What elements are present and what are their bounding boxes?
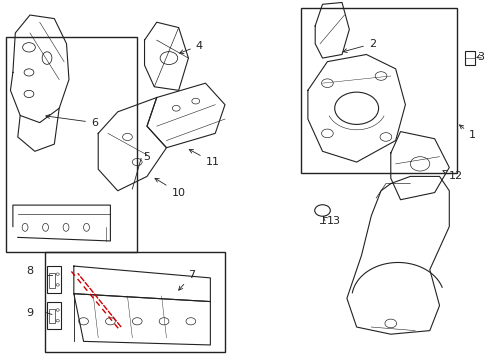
Text: 3: 3 [476, 52, 483, 62]
Bar [5, 37, 137, 252]
Bar [49, 309, 55, 323]
Text: 5: 5 [143, 152, 150, 162]
Bar [49, 273, 55, 288]
Text: 7: 7 [178, 270, 195, 290]
Text: 4: 4 [179, 41, 203, 54]
Bar [47, 266, 61, 293]
Bar [44, 252, 224, 352]
Text: 8: 8 [26, 266, 34, 276]
Text: 11: 11 [189, 149, 219, 167]
Bar [47, 302, 61, 329]
Text: 10: 10 [155, 178, 185, 198]
Text: 6: 6 [46, 114, 98, 128]
Text: 12: 12 [442, 170, 463, 181]
Bar [300, 8, 456, 173]
Bar [464, 51, 474, 65]
Text: 2: 2 [343, 39, 375, 53]
Text: 9: 9 [26, 308, 34, 318]
Text: 13: 13 [326, 216, 340, 226]
Text: 1: 1 [459, 125, 475, 140]
